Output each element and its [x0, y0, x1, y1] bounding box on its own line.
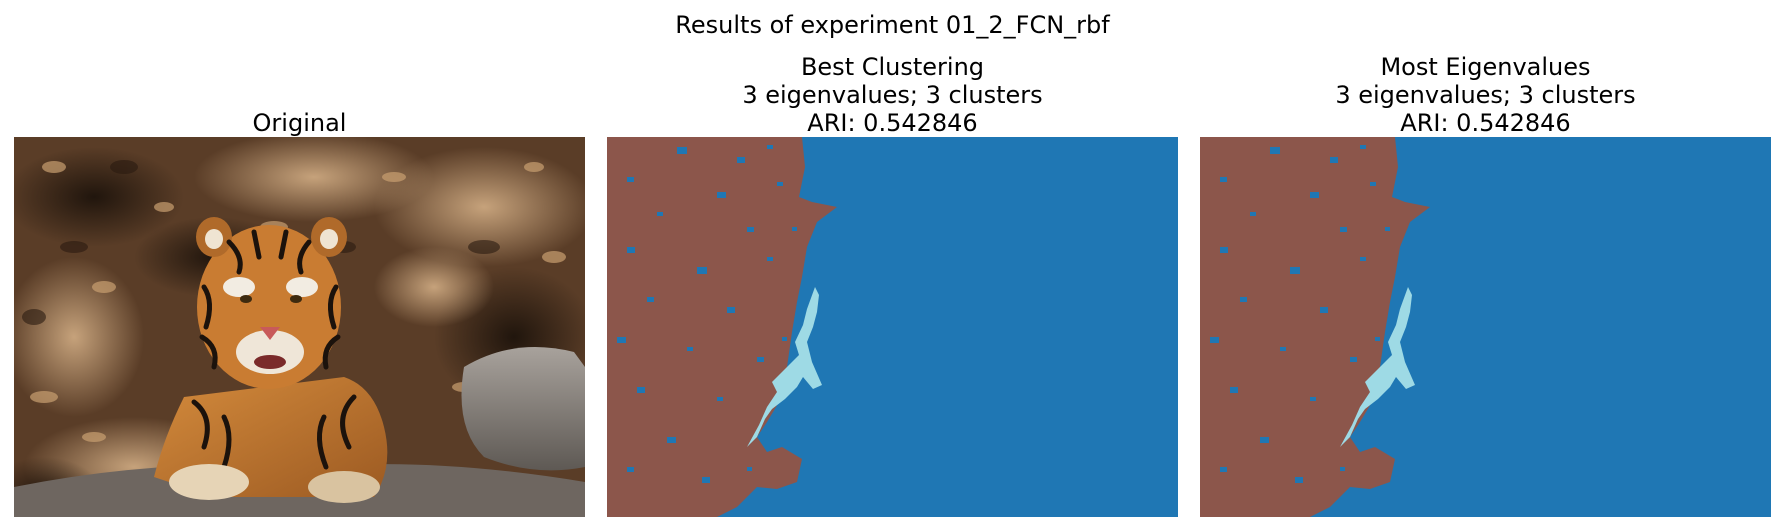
panel-title: Original: [14, 109, 585, 137]
cluster-background-speck: [1350, 357, 1357, 362]
panel-title: Best Clustering 3 eigenvalues; 3 cluster…: [607, 53, 1178, 137]
cluster-background-speck: [1310, 192, 1319, 198]
cluster-background-speck: [1280, 347, 1286, 351]
cluster-background-speck: [1340, 467, 1345, 471]
panel-title: Most Eigenvalues 3 eigenvalues; 3 cluste…: [1200, 53, 1771, 137]
panel-title-line: Most Eigenvalues: [1380, 53, 1591, 81]
cluster-background-speck: [617, 337, 626, 343]
cluster-background-speck: [637, 387, 645, 393]
segmentation-map: [607, 137, 1178, 517]
cluster-background-speck: [717, 397, 723, 401]
cluster-background-speck: [1330, 157, 1338, 163]
cluster-background-speck: [1240, 297, 1247, 302]
rock: [461, 347, 585, 471]
cluster-background-speck: [717, 192, 726, 198]
cluster-background-speck: [1260, 437, 1269, 443]
cluster-foliage-region: [1200, 137, 1430, 517]
cluster-background-speck: [782, 337, 787, 341]
cluster-tiger-region: [1340, 287, 1415, 447]
cluster-background-speck: [767, 257, 773, 261]
segmentation-image: [607, 137, 1178, 517]
panel-title-line: Original: [252, 109, 347, 137]
panel-title-line: ARI: 0.542846: [807, 109, 978, 137]
cluster-background-speck: [1270, 147, 1280, 154]
cluster-background-speck: [667, 437, 676, 443]
cluster-background-speck: [702, 477, 710, 483]
cluster-background-speck: [627, 177, 634, 182]
cluster-background-speck: [1295, 477, 1303, 483]
cluster-background-speck: [657, 212, 663, 216]
cluster-background-speck: [677, 147, 687, 154]
cluster-tiger-region: [747, 287, 822, 447]
panel-title-line: 3 eigenvalues; 3 clusters: [1335, 81, 1636, 109]
cluster-background-speck: [1340, 227, 1347, 232]
cluster-background-speck: [627, 247, 635, 253]
cluster-background-speck: [1310, 397, 1316, 401]
panel-most-eigenvalues: Most Eigenvalues 3 eigenvalues; 3 cluste…: [1200, 0, 1771, 532]
cluster-background-speck: [697, 267, 707, 274]
cluster-background-speck: [1220, 467, 1227, 472]
cluster-background-speck: [747, 227, 754, 232]
cluster-background-speck: [1220, 177, 1227, 182]
figure-title: Results of experiment 01_2_FCN_rbf: [675, 11, 1110, 39]
panel-title-line: 3 eigenvalues; 3 clusters: [742, 81, 1043, 109]
panel-original: Original: [14, 0, 585, 532]
segmentation-map: [1200, 137, 1771, 517]
segmentation-image: [1200, 137, 1771, 517]
tiger-head: [197, 225, 341, 389]
cluster-background-speck: [1250, 212, 1256, 216]
cluster-background-speck: [792, 227, 797, 231]
cluster-background-speck: [777, 182, 783, 186]
cluster-background-speck: [1220, 247, 1228, 253]
tiger-photo: [14, 137, 585, 517]
cluster-background-speck: [1385, 227, 1390, 231]
cluster-background-speck: [627, 467, 634, 472]
panel-title-line: Best Clustering: [800, 53, 985, 81]
cluster-background-speck: [1360, 257, 1366, 261]
cluster-background-speck: [1375, 337, 1380, 341]
cluster-background-speck: [767, 145, 773, 149]
cluster-background-speck: [1320, 307, 1328, 313]
cluster-background-speck: [757, 357, 764, 362]
cluster-background-speck: [1210, 337, 1219, 343]
cluster-background-speck: [1360, 145, 1366, 149]
panel-best-clustering: Best Clustering 3 eigenvalues; 3 cluster…: [607, 0, 1178, 532]
cluster-background-speck: [747, 467, 752, 471]
cluster-background-speck: [687, 347, 693, 351]
cluster-foliage-region: [607, 137, 837, 517]
panel-title-line: ARI: 0.542846: [1400, 109, 1571, 137]
original-image: [14, 137, 585, 517]
cluster-background-speck: [727, 307, 735, 313]
cluster-background-speck: [1290, 267, 1300, 274]
cluster-background-speck: [647, 297, 654, 302]
cluster-background-speck: [1230, 387, 1238, 393]
cluster-background-speck: [737, 157, 745, 163]
cluster-background-speck: [1370, 182, 1376, 186]
